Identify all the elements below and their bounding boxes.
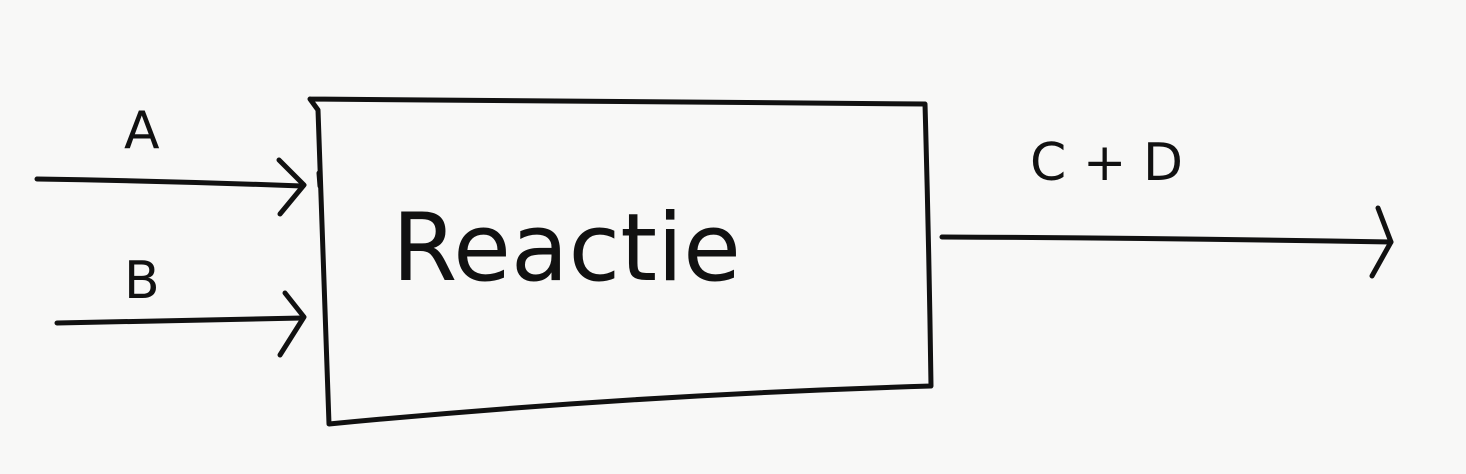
process-label: Reactie (392, 194, 741, 303)
input-arrow-b (54, 290, 307, 358)
process-box (307, 96, 934, 427)
input-label-a: A (124, 101, 160, 161)
output-label: C + D (1030, 133, 1183, 193)
output-arrow (939, 205, 1394, 279)
input-arrow-a (34, 157, 307, 217)
input-label-b: B (124, 251, 160, 311)
